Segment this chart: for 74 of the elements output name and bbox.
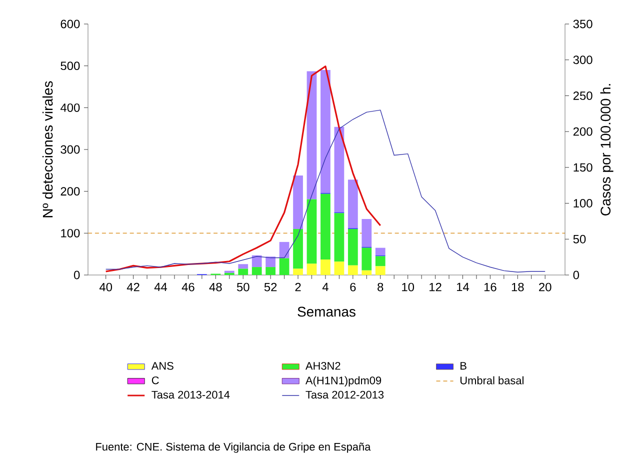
x-tick-label: 46: [182, 282, 194, 292]
bar: [362, 248, 372, 270]
x-tick-label: 18: [512, 282, 524, 292]
x-tick-label: 20: [539, 282, 552, 292]
y2-tick-label: 50: [573, 234, 586, 244]
legend-label: Umbral basal: [460, 376, 524, 384]
legend-label: A(H1N1)pdm09: [305, 376, 382, 386]
y2-tick-label: 200: [573, 127, 592, 136]
x-tick-label: 8: [378, 282, 384, 292]
bar: [238, 264, 248, 269]
bar: [334, 126, 344, 212]
bar: [293, 268, 303, 275]
x-tick-label: 10: [402, 282, 414, 292]
bar: [252, 267, 262, 275]
x-tick-label: 42: [126, 282, 140, 292]
y2-tick-label: 300: [573, 56, 592, 64]
source-note: Fuente: CNE. Sistema de Vigilancia de Gripe en España: [96, 442, 371, 453]
y2-tick-label: 100: [574, 199, 592, 208]
bar: [375, 248, 386, 256]
bar: [306, 264, 317, 275]
y-tick-label: 0: [74, 270, 80, 280]
bar: [362, 270, 372, 275]
y-tick-label: 200: [60, 187, 80, 196]
legend-label: Tasa 2013-2014: [152, 390, 230, 399]
y2-tick-label: 250: [573, 91, 592, 100]
bar: [238, 268, 248, 275]
bar: [348, 228, 358, 266]
legend-label: B: [460, 362, 466, 370]
y2-tick-label: 0: [573, 270, 580, 280]
bar: [252, 255, 262, 268]
bar: [320, 70, 330, 194]
legend-label: Tasa 2012-2013: [306, 390, 384, 399]
x-tick-label: 4: [322, 282, 328, 292]
bar: [348, 180, 358, 228]
x-tick-label: 2: [295, 282, 301, 292]
bar: [375, 256, 386, 266]
legend-label: AH3N2: [305, 362, 340, 370]
bar: [279, 242, 290, 258]
y-tick-label: 400: [60, 103, 80, 112]
bar: [266, 267, 276, 275]
y-axis-title: Nº detecciones virales: [42, 81, 53, 218]
x-tick-label: 12: [430, 282, 442, 292]
y-tick-label: 500: [60, 62, 80, 70]
line-series: [105, 66, 382, 272]
y2-axis-title: Casos por 100.000 h.: [600, 84, 614, 216]
bar: [306, 199, 317, 264]
x-tick-label: 6: [350, 282, 356, 292]
bar: [375, 266, 386, 275]
bar: [334, 213, 344, 262]
legend-label: C: [152, 376, 159, 384]
x-tick-label: 50: [236, 282, 250, 292]
bar: [293, 175, 303, 229]
y-tick-label: 600: [60, 20, 80, 28]
bar: [320, 194, 330, 260]
y2-tick-label: 150: [574, 163, 592, 172]
bar: [293, 228, 303, 269]
bar: [320, 260, 330, 275]
bar: [334, 262, 344, 275]
x-tick-label: 44: [154, 282, 168, 292]
x-tick-label: 16: [484, 282, 496, 292]
bar: [266, 256, 276, 268]
x-tick-label: 40: [99, 282, 112, 292]
x-axis-title: Semanas: [298, 306, 356, 317]
x-tick-label: 48: [209, 282, 222, 292]
y2-tick-label: 350: [573, 20, 592, 28]
bar: [306, 71, 317, 200]
x-tick-label: 52: [264, 282, 277, 292]
x-tick-label: 14: [457, 282, 470, 292]
bar: [279, 258, 290, 275]
legend-label: ANS: [151, 362, 174, 370]
bar: [362, 218, 372, 247]
y-tick-label: 300: [60, 145, 80, 154]
bar: [348, 265, 358, 275]
y-tick-label: 100: [61, 228, 80, 238]
